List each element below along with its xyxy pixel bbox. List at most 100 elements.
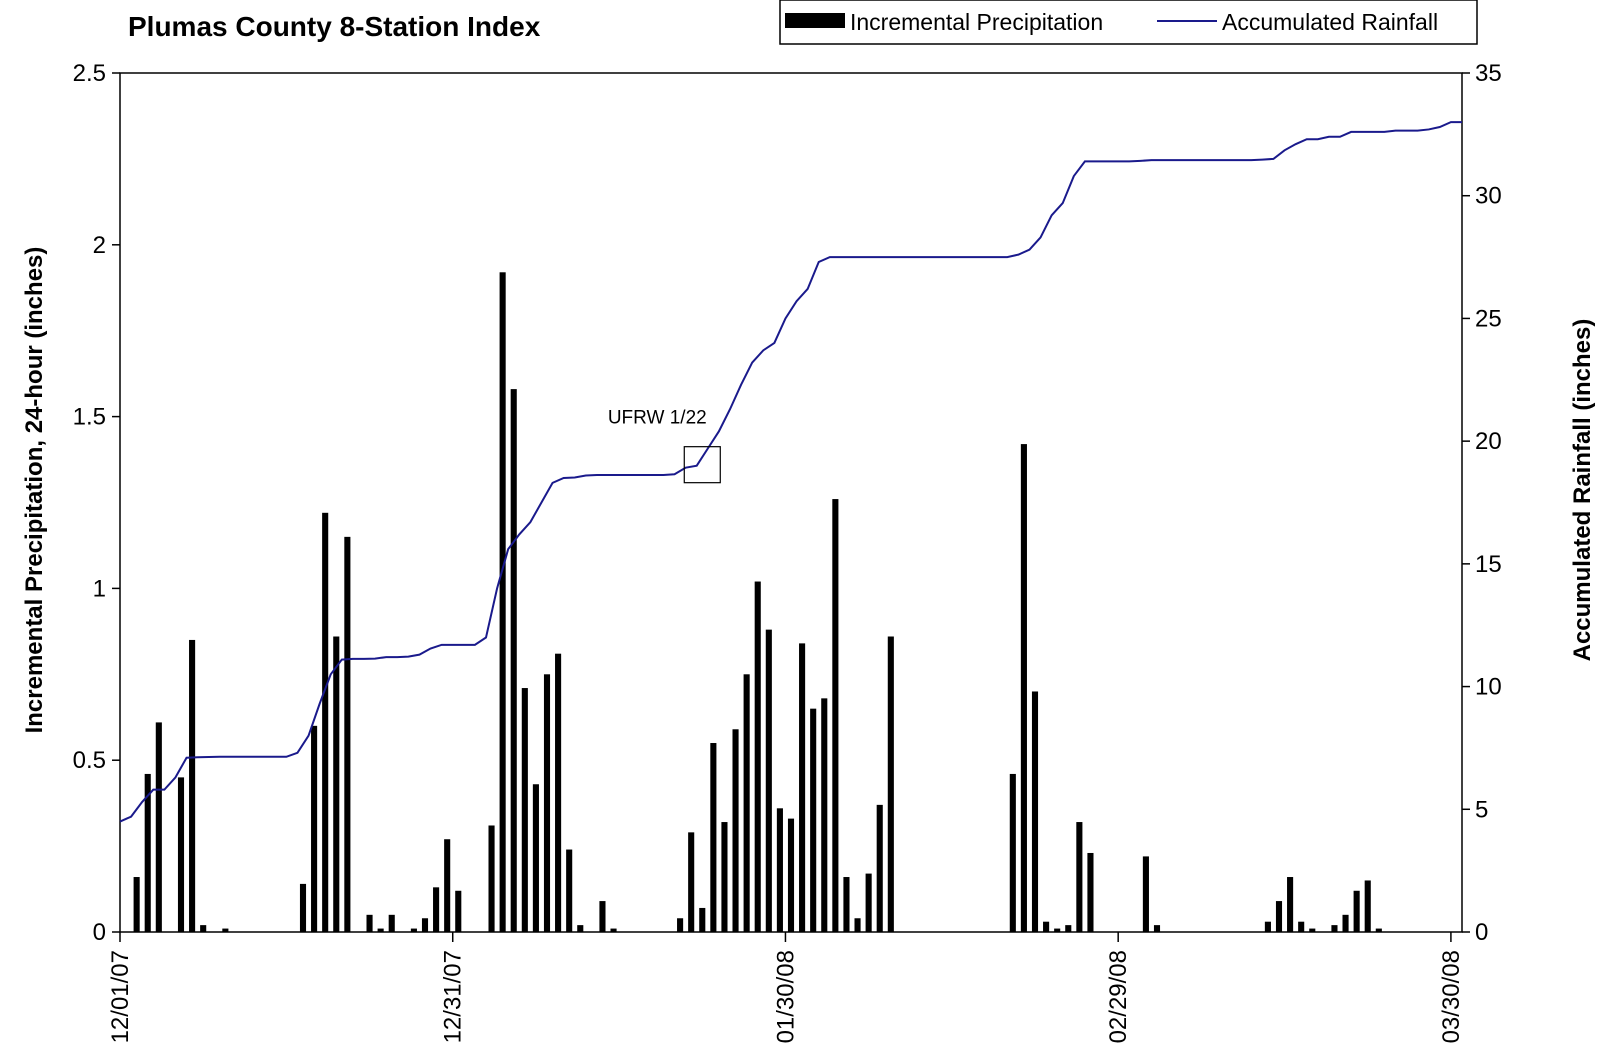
bar — [1065, 925, 1072, 932]
bar — [433, 887, 440, 932]
bar — [699, 907, 706, 932]
bar — [566, 849, 573, 932]
annotation-box — [683, 446, 721, 484]
bar — [1076, 822, 1083, 932]
bar — [521, 688, 528, 932]
bar — [577, 925, 584, 932]
accumulated-rainfall-line — [119, 121, 1462, 823]
y2-tick-label: 20 — [1475, 428, 1502, 455]
bar — [799, 643, 806, 932]
bar — [599, 901, 606, 932]
bar — [876, 804, 883, 932]
x-tick-label: 02/29/08 — [1105, 950, 1132, 1043]
bar — [887, 636, 894, 932]
bar — [1287, 877, 1294, 932]
legend-label-accumulated: Accumulated Rainfall — [1222, 9, 1438, 35]
y2-axis-title: Accumulated Rainfall (inches) — [1569, 319, 1596, 662]
bar — [377, 928, 384, 932]
bar — [144, 773, 151, 932]
bar — [200, 925, 207, 932]
bar — [865, 873, 872, 932]
bar — [133, 877, 140, 932]
y-axis-title: Incremental Precipitation, 24-hour (inch… — [21, 247, 48, 734]
line-series — [119, 121, 1462, 823]
bar — [1054, 928, 1061, 932]
bar — [421, 918, 429, 932]
bar — [488, 825, 495, 932]
bar — [821, 698, 828, 932]
bar — [1153, 925, 1161, 932]
bar — [843, 877, 850, 932]
plot-frame — [119, 72, 1463, 933]
y-tick-label: 2 — [93, 232, 106, 259]
x-tick-label: 12/01/07 — [107, 950, 134, 1043]
x-tick-label: 03/30/08 — [1438, 950, 1465, 1043]
bar — [155, 722, 162, 932]
bar — [322, 512, 329, 932]
bar — [333, 636, 340, 932]
legend: Incremental Precipitation Accumulated Ra… — [779, 0, 1478, 45]
bar — [366, 914, 373, 932]
bar — [510, 389, 517, 932]
bar — [688, 832, 695, 932]
bar — [721, 822, 728, 932]
chart-title: Plumas County 8-Station Index — [128, 11, 541, 42]
bar — [1275, 901, 1283, 932]
bar — [1375, 928, 1382, 932]
axes: 0 0.5 1 1.5 2 2.5 0 5 10 15 20 25 30 35 12/01/07 12/31/… — [73, 60, 1502, 1043]
bar — [677, 918, 684, 932]
bar — [555, 653, 562, 932]
y2-tick-label: 15 — [1475, 551, 1502, 578]
y-tick-label: 1.5 — [73, 404, 106, 431]
y2-tick-label: 0 — [1475, 919, 1488, 946]
legend-label-incremental: Incremental Precipitation — [850, 9, 1103, 35]
bar — [543, 674, 551, 932]
bar — [810, 708, 817, 932]
bar — [177, 777, 185, 932]
bar — [455, 890, 462, 932]
bar — [189, 639, 196, 932]
bar — [1331, 925, 1338, 932]
y-tick-label: 0.5 — [73, 747, 106, 774]
bar — [1009, 773, 1016, 932]
bar — [1043, 921, 1050, 932]
bar — [532, 784, 539, 932]
bar — [1020, 444, 1027, 932]
bar — [410, 928, 417, 932]
bar — [222, 928, 229, 932]
y2-tick-label: 25 — [1475, 305, 1502, 332]
x-tick-label: 01/30/08 — [772, 950, 799, 1043]
bar — [1264, 921, 1271, 932]
bar — [388, 914, 395, 932]
bar — [776, 808, 783, 932]
y2-tick-label: 35 — [1475, 60, 1502, 87]
y2-tick-label: 30 — [1475, 183, 1502, 210]
bar — [787, 818, 795, 932]
annotation-label: UFRW 1/22 — [608, 408, 707, 429]
bar — [444, 839, 451, 932]
bar — [732, 729, 739, 932]
bar — [743, 674, 750, 932]
bar — [1342, 914, 1349, 932]
bar — [299, 883, 307, 932]
bar — [854, 918, 861, 932]
x-tick-label: 12/31/07 — [440, 950, 467, 1043]
bar — [344, 536, 351, 932]
y2-tick-label: 10 — [1475, 674, 1502, 701]
bar — [1142, 856, 1149, 932]
bar-series — [133, 272, 1382, 933]
bar — [765, 629, 772, 932]
bar — [832, 499, 839, 932]
y2-tick-label: 5 — [1475, 796, 1488, 823]
bar — [1309, 928, 1316, 932]
bar — [710, 743, 717, 932]
annotations: UFRW 1/22 — [608, 408, 721, 484]
bar — [754, 581, 761, 932]
bar — [1031, 691, 1039, 932]
y-tick-label: 0 — [93, 919, 106, 946]
bar — [499, 272, 506, 933]
y-tick-label: 1 — [93, 575, 106, 602]
y-tick-label: 2.5 — [73, 60, 106, 87]
bar — [311, 725, 318, 932]
